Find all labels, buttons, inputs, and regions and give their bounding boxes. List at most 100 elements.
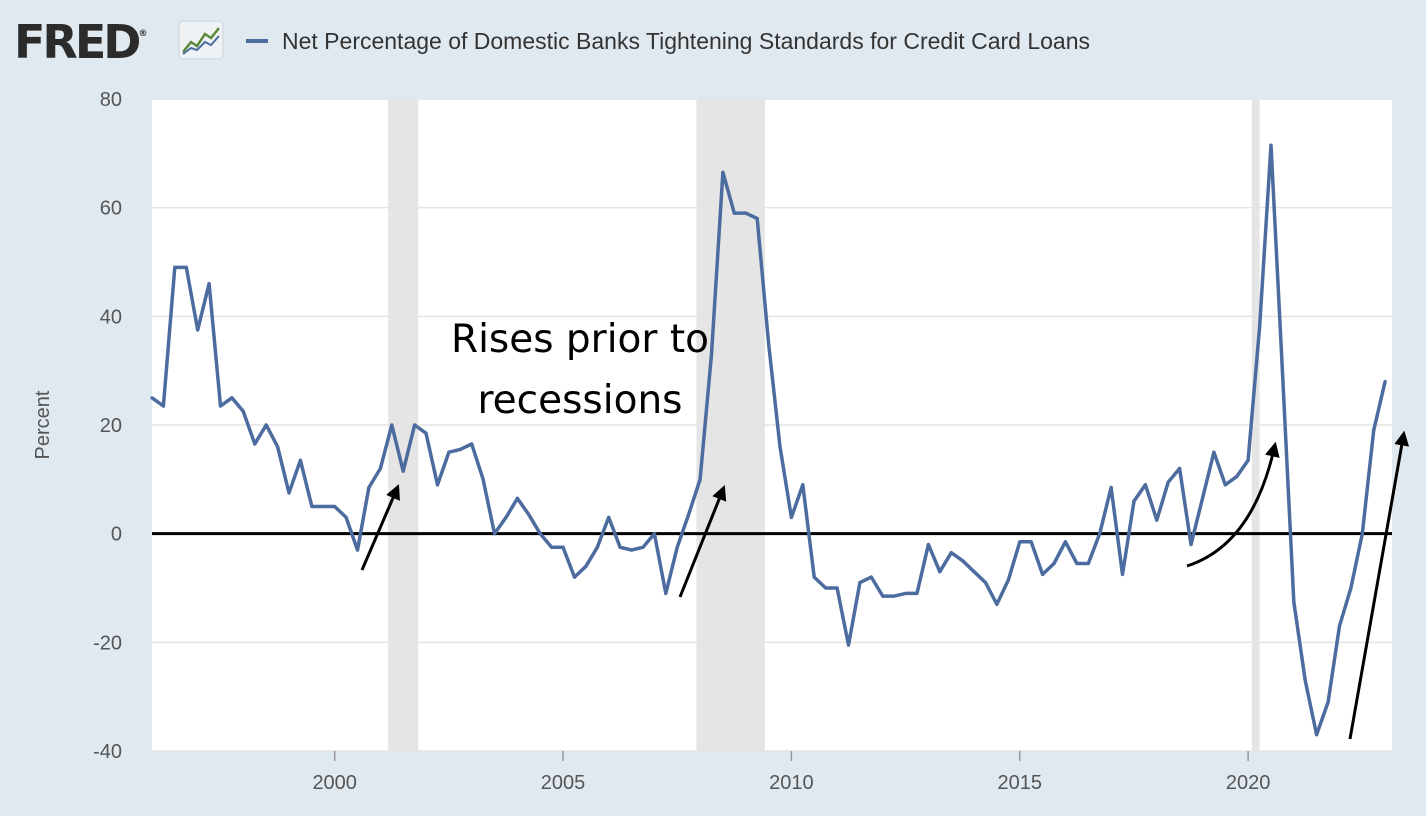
y-tick-label: 80 xyxy=(100,89,122,111)
data-point xyxy=(230,396,234,400)
data-point xyxy=(538,532,542,536)
data-point xyxy=(721,170,725,174)
data-point xyxy=(253,442,257,446)
chart-legend[interactable]: Net Percentage of Domestic Banks Tighten… xyxy=(246,24,1090,58)
data-point xyxy=(618,545,622,549)
data-point xyxy=(401,469,405,473)
legend-swatch xyxy=(246,39,268,43)
data-point xyxy=(435,483,440,487)
data-point xyxy=(835,586,839,590)
data-point xyxy=(1292,599,1296,604)
data-point xyxy=(310,504,314,509)
data-point xyxy=(367,485,371,490)
data-point xyxy=(355,548,360,552)
data-point xyxy=(1257,325,1262,329)
data-point xyxy=(275,445,280,449)
data-point xyxy=(1166,480,1170,484)
data-point xyxy=(150,396,154,400)
data-point xyxy=(675,545,679,549)
data-point xyxy=(1337,624,1342,628)
annotation-text-line-2: recessions xyxy=(478,378,683,423)
data-point xyxy=(1189,542,1193,547)
data-point xyxy=(892,594,896,598)
data-point xyxy=(1200,496,1205,500)
data-point xyxy=(264,423,268,427)
data-point xyxy=(801,483,805,487)
data-point xyxy=(161,404,166,408)
data-point xyxy=(972,570,976,574)
data-point xyxy=(869,575,873,579)
data-point xyxy=(1315,733,1319,737)
data-point xyxy=(413,423,417,427)
data-point xyxy=(1075,561,1079,566)
data-point xyxy=(1098,532,1102,536)
data-point xyxy=(447,450,451,454)
y-tick-label: 60 xyxy=(100,198,122,220)
data-point xyxy=(344,515,348,519)
data-point xyxy=(1120,572,1125,577)
data-point xyxy=(424,431,428,435)
data-point xyxy=(1029,540,1033,544)
annotation-arrow-2019 xyxy=(1186,441,1280,568)
data-point xyxy=(390,423,394,427)
y-tick-label: 0 xyxy=(111,524,122,546)
data-point xyxy=(995,602,999,606)
data-point xyxy=(1212,450,1216,454)
data-point xyxy=(504,515,508,519)
data-point xyxy=(949,551,953,555)
data-point xyxy=(470,442,474,446)
logo-text: FRED xyxy=(14,15,141,69)
data-point xyxy=(858,580,862,585)
data-point xyxy=(550,545,554,549)
data-point xyxy=(1360,532,1364,536)
data-point xyxy=(527,513,531,517)
data-point xyxy=(1223,483,1227,487)
data-point xyxy=(755,216,759,221)
data-point xyxy=(961,559,965,563)
data-point xyxy=(983,580,988,585)
data-point xyxy=(298,458,303,462)
gridlines xyxy=(152,98,1392,752)
data-point xyxy=(1246,458,1250,462)
data-point xyxy=(1326,700,1330,704)
data-point xyxy=(196,328,200,332)
trend-chart-icon xyxy=(178,20,224,60)
x-axis-ticks: 2000 2005 2010 2015 2020 xyxy=(312,751,1270,794)
data-point xyxy=(287,491,291,495)
data-point xyxy=(584,564,588,568)
data-point xyxy=(1235,475,1239,479)
annotation-arrows xyxy=(360,430,1410,740)
annotation-arrow-2001 xyxy=(360,484,400,571)
data-point xyxy=(1143,483,1147,487)
y-axis-ticks: 80 60 40 20 0 -20 -40 xyxy=(93,89,122,763)
fred-logo[interactable]: FRED® xyxy=(14,14,147,70)
data-point xyxy=(572,575,577,579)
y-tick-label: -20 xyxy=(93,632,122,654)
data-point xyxy=(218,404,223,408)
data-point xyxy=(881,594,885,598)
data-point xyxy=(1132,499,1136,503)
data-point xyxy=(664,591,668,596)
data-point xyxy=(481,477,485,481)
data-point xyxy=(789,515,794,519)
data-point xyxy=(824,586,828,590)
data-point xyxy=(915,591,919,596)
data-point xyxy=(1372,428,1376,433)
x-tick-label: 2015 xyxy=(998,772,1043,794)
data-point xyxy=(687,513,691,517)
data-point xyxy=(1006,578,1010,582)
y-tick-label: 40 xyxy=(100,306,122,328)
data-point xyxy=(561,545,565,549)
data-point xyxy=(778,445,782,449)
data-point xyxy=(1269,143,1273,147)
logo-registered-mark: ® xyxy=(138,29,148,39)
annotation-text-line-1: Rises prior to xyxy=(451,317,709,362)
data-point xyxy=(458,447,462,452)
annotation-arrow-2007 xyxy=(678,485,727,598)
data-point xyxy=(641,545,645,549)
data-point xyxy=(1303,678,1307,682)
y-axis-label: Percent xyxy=(32,390,54,459)
data-point xyxy=(241,409,245,414)
data-point xyxy=(938,570,942,574)
